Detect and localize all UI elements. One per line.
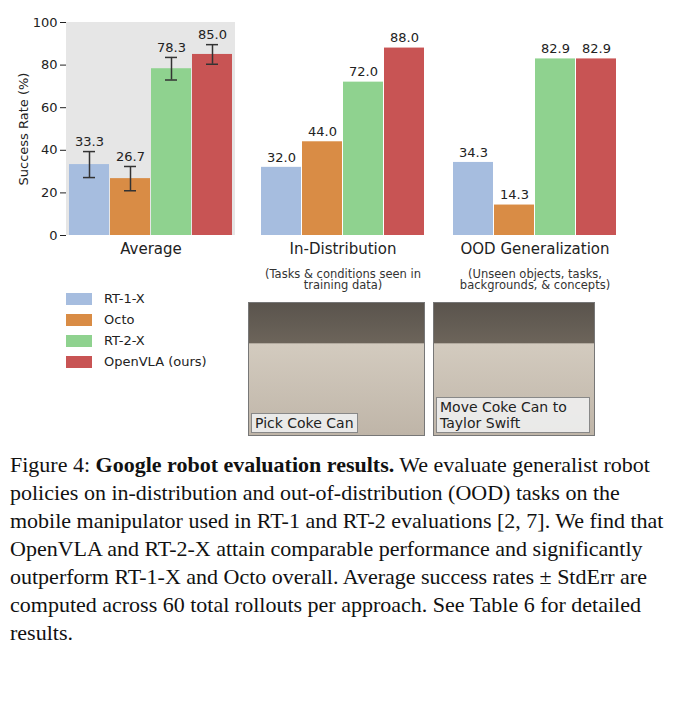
svg-text:100: 100: [33, 15, 58, 30]
svg-text:82.9: 82.9: [582, 41, 611, 56]
svg-text:78.3: 78.3: [157, 40, 186, 55]
svg-text:72.0: 72.0: [349, 64, 378, 79]
html-text:RT-2-X: RT-2-X: [104, 333, 145, 348]
html-text:Move Coke Can to Taylor Swift: Move Coke Can to Taylor Swift: [440, 399, 567, 431]
svg-text:40: 40: [41, 142, 58, 157]
svg-text:44.0: 44.0: [308, 124, 337, 139]
svg-text:82.9: 82.9: [541, 41, 570, 56]
svg-text:Success Rate (%): Success Rate (%): [16, 73, 31, 186]
svg-text:Average: Average: [120, 240, 182, 258]
svg-text:In-Distribution: In-Distribution: [290, 240, 397, 258]
svg-text:0: 0: [49, 228, 57, 243]
svg-text:80: 80: [41, 57, 58, 72]
svg-text:88.0: 88.0: [390, 30, 419, 45]
svg-text:34.3: 34.3: [459, 145, 488, 160]
html-text:Pick Coke Can: Pick Coke Can: [255, 415, 354, 431]
html-text:Octo: Octo: [104, 312, 135, 327]
svg-text:20: 20: [41, 185, 58, 200]
svg-text:32.0: 32.0: [267, 150, 296, 165]
svg-text:(Unseen objects, tasks,backgro: (Unseen objects, tasks,backgrounds, & co…: [460, 267, 610, 293]
svg-text:OOD Generalization: OOD Generalization: [460, 240, 609, 258]
svg-text:85.0: 85.0: [198, 27, 227, 42]
svg-text:26.7: 26.7: [116, 149, 145, 164]
svg-text:60: 60: [41, 100, 58, 115]
svg-text:14.3: 14.3: [500, 187, 529, 202]
html-text:Figure 4: Google robot evaluat: Figure 4: Google robot evaluation result…: [10, 452, 664, 645]
svg-text:33.3: 33.3: [75, 134, 104, 149]
html-text:RT-1-X: RT-1-X: [104, 291, 145, 306]
svg-text:(Tasks & conditions seen intra: (Tasks & conditions seen intraining data…: [265, 267, 421, 293]
html-text:OpenVLA (ours): OpenVLA (ours): [104, 354, 207, 369]
